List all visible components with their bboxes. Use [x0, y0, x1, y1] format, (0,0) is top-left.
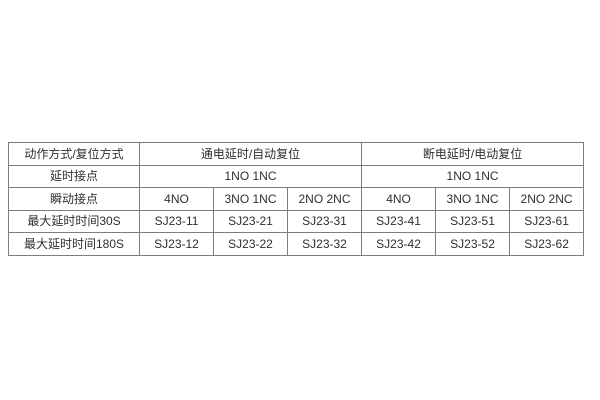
- row-label-instant-contacts: 瞬动接点: [8, 187, 140, 211]
- delay-contacts-group1-cell: 1NO 1NC: [138, 164, 363, 188]
- model-cell: SJ23-11: [139, 209, 214, 233]
- model-cell: SJ23-32: [286, 232, 363, 256]
- max-delay-30s-row: 最大延时时间30S SJ23-11 SJ23-21 SJ23-31 SJ23-4…: [8, 209, 585, 233]
- model-cell: SJ23-41: [361, 209, 437, 233]
- header-row: 动作方式/复位方式 通电延时/自动复位 断电延时/电动复位: [8, 142, 585, 166]
- max-delay-180s-row: 最大延时时间180S SJ23-12 SJ23-22 SJ23-32 SJ23-…: [8, 232, 585, 256]
- corner-cell-action-reset-mode: 动作方式/复位方式: [8, 142, 140, 166]
- row-label-delay-contacts: 延时接点: [8, 164, 140, 188]
- instant-contacts-cell: 2NO 2NC: [509, 187, 585, 211]
- model-cell: SJ23-52: [435, 232, 511, 256]
- row-label-max-delay-180s: 最大延时时间180S: [8, 232, 140, 256]
- group-header-power-off-delay-electric-reset: 断电延时/电动复位: [361, 142, 585, 166]
- instant-contacts-cell: 3NO 1NC: [435, 187, 511, 211]
- model-cell: SJ23-12: [139, 232, 214, 256]
- instant-contacts-cell: 3NO 1NC: [213, 187, 288, 211]
- model-cell: SJ23-22: [213, 232, 288, 256]
- instant-contacts-cell: 4NO: [139, 187, 214, 211]
- relay-model-spec-table: 动作方式/复位方式 通电延时/自动复位 断电延时/电动复位 延时接点 1NO 1…: [8, 142, 585, 256]
- delay-contacts-group2-cell: 1NO 1NC: [361, 164, 585, 188]
- model-cell: SJ23-21: [213, 209, 288, 233]
- delay-contacts-row: 延时接点 1NO 1NC 1NO 1NC: [8, 164, 585, 188]
- model-cell: SJ23-42: [361, 232, 437, 256]
- instant-contacts-cell: 4NO: [361, 187, 437, 211]
- row-label-max-delay-30s: 最大延时时间30S: [8, 209, 140, 233]
- model-cell: SJ23-61: [509, 209, 585, 233]
- model-cell: SJ23-51: [435, 209, 511, 233]
- model-cell: SJ23-62: [509, 232, 585, 256]
- group-header-power-on-delay-auto-reset: 通电延时/自动复位: [138, 142, 363, 166]
- instant-contacts-cell: 2NO 2NC: [286, 187, 363, 211]
- model-cell: SJ23-31: [286, 209, 363, 233]
- instant-contacts-row: 瞬动接点 4NO 3NO 1NC 2NO 2NC 4NO 3NO 1NC 2NO…: [8, 187, 585, 211]
